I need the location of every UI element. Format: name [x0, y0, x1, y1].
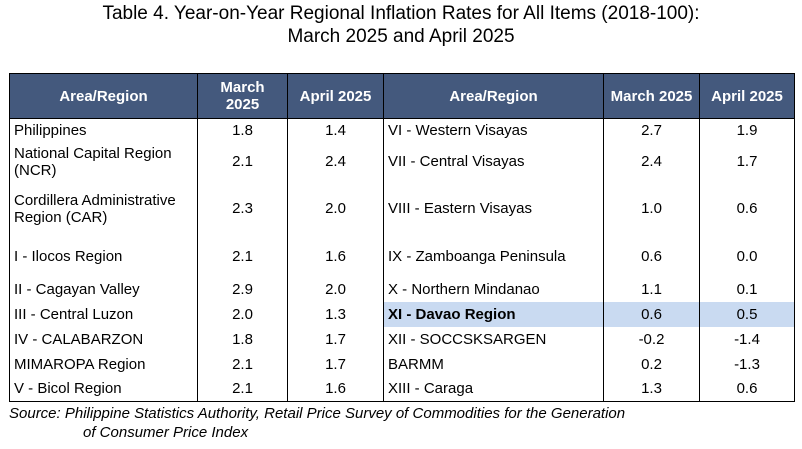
- march-value: 1.1: [603, 276, 700, 302]
- april-value: 1.4: [287, 118, 384, 143]
- april-value: 0.0: [699, 236, 795, 277]
- march-value: 2.9: [197, 276, 288, 302]
- inflation-table: Area/Region March 2025 April 2025 Area/R…: [9, 73, 795, 402]
- april-value: 2.0: [287, 276, 384, 302]
- region-name: IV - CALABARZON: [9, 326, 198, 352]
- region-name: XIII - Caraga: [383, 376, 604, 402]
- region-name: VIII - Eastern Visayas: [383, 180, 604, 237]
- table-row: Cordillera Administrative Region (CAR) 2…: [9, 180, 795, 237]
- region-name: MIMAROPA Region: [9, 351, 198, 377]
- region-name: VI - Western Visayas: [383, 118, 604, 143]
- region-name: III - Central Luzon: [9, 301, 198, 327]
- header-area-region-right: Area/Region: [383, 73, 604, 119]
- table-row: National Capital Region (NCR) 2.1 2.4 VI…: [9, 142, 795, 181]
- highlighted-region-name: XI - Davao Region: [383, 301, 604, 327]
- march-value: 2.1: [197, 376, 288, 402]
- region-name: Philippines: [9, 118, 198, 143]
- april-value: -1.4: [699, 326, 795, 352]
- april-value: 1.7: [287, 326, 384, 352]
- march-value: 0.2: [603, 351, 700, 377]
- region-name: X - Northern Mindanao: [383, 276, 604, 302]
- region-name: V - Bicol Region: [9, 376, 198, 402]
- april-value: -1.3: [699, 351, 795, 377]
- region-name: IX - Zamboanga Peninsula: [383, 236, 604, 277]
- april-value: 0.6: [699, 180, 795, 237]
- region-name: Cordillera Administrative Region (CAR): [9, 180, 198, 237]
- april-value: 1.7: [699, 142, 795, 181]
- april-value: 0.6: [699, 376, 795, 402]
- march-value: 1.3: [603, 376, 700, 402]
- title-line-1: Table 4. Year-on-Year Regional Inflation…: [102, 3, 700, 24]
- table-row: Philippines 1.8 1.4 VI - Western Visayas…: [9, 118, 795, 143]
- april-value: 0.1: [699, 276, 795, 302]
- march-value: 0.6: [603, 236, 700, 277]
- april-value: 1.6: [287, 376, 384, 402]
- header-row: Area/Region March 2025 April 2025 Area/R…: [9, 73, 795, 119]
- march-value: 2.1: [197, 236, 288, 277]
- region-name: XII - SOCCSKSARGEN: [383, 326, 604, 352]
- march-value: 1.8: [197, 118, 288, 143]
- source-label: Source:: [9, 405, 61, 422]
- header-april-left: April 2025: [287, 73, 384, 119]
- region-name: I - Ilocos Region: [9, 236, 198, 277]
- table-row: IV - CALABARZON 1.8 1.7 XII - SOCCSKSARG…: [9, 326, 795, 352]
- march-value: 2.1: [197, 142, 288, 181]
- april-value: 2.4: [287, 142, 384, 181]
- april-value: 1.9: [699, 118, 795, 143]
- region-name: II - Cagayan Valley: [9, 276, 198, 302]
- table-row: II - Cagayan Valley 2.9 2.0 X - Northern…: [9, 276, 795, 302]
- march-value: 2.7: [603, 118, 700, 143]
- april-value: 1.3: [287, 301, 384, 327]
- table-title: Table 4. Year-on-Year Regional Inflation…: [0, 2, 802, 48]
- march-value: 1.0: [603, 180, 700, 237]
- header-april-right: April 2025: [699, 73, 795, 119]
- march-value: 2.1: [197, 351, 288, 377]
- table-row: I - Ilocos Region 2.1 1.6 IX - Zamboanga…: [9, 236, 795, 277]
- region-name: VII - Central Visayas: [383, 142, 604, 181]
- april-value: 1.7: [287, 351, 384, 377]
- april-value: 1.6: [287, 236, 384, 277]
- march-value: 0.6: [603, 301, 700, 327]
- march-value: 2.3: [197, 180, 288, 237]
- source-text-line-1: Philippine Statistics Authority, Retail …: [64, 405, 626, 422]
- march-value: 2.4: [603, 142, 700, 181]
- source-text-line-2: of Consumer Price Index: [83, 424, 249, 441]
- header-march-left: March 2025: [197, 73, 288, 119]
- region-name: BARMM: [383, 351, 604, 377]
- table-row: V - Bicol Region 2.1 1.6 XIII - Caraga 1…: [9, 376, 795, 402]
- region-name: National Capital Region (NCR): [9, 142, 198, 181]
- april-value: 2.0: [287, 180, 384, 237]
- header-march-right: March 2025: [603, 73, 700, 119]
- table-row: III - Central Luzon 2.0 1.3 XI - Davao R…: [9, 301, 795, 327]
- table-row: MIMAROPA Region 2.1 1.7 BARMM 0.2 -1.3: [9, 351, 795, 377]
- march-value: 2.0: [197, 301, 288, 327]
- title-line-2: March 2025 and April 2025: [287, 26, 515, 47]
- header-area-region-left: Area/Region: [9, 73, 198, 119]
- march-value: -0.2: [603, 326, 700, 352]
- march-value: 1.8: [197, 326, 288, 352]
- source-note: Source: Philippine Statistics Authority,…: [9, 404, 794, 442]
- april-value: 0.5: [699, 301, 795, 327]
